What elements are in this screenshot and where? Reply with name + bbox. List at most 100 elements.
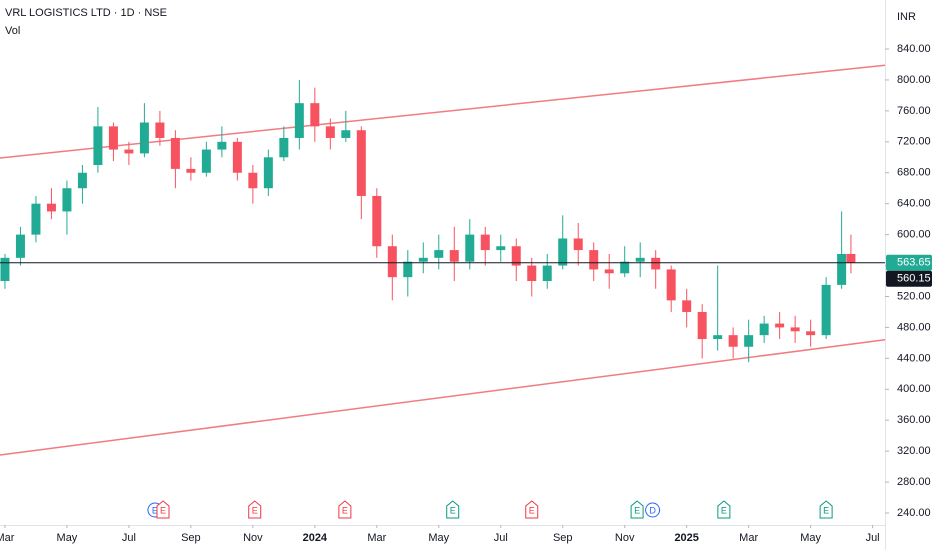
trend-line: [0, 64, 886, 159]
y-tick-label: 240.00: [897, 507, 931, 519]
candle-body: [573, 238, 583, 251]
event-marker: [630, 500, 644, 519]
candle-body: [713, 335, 723, 340]
candle-body: [0, 257, 10, 282]
y-tick-label: 280.00: [897, 476, 931, 488]
candle-body: [279, 137, 289, 158]
event-marker: [525, 500, 539, 519]
candle-body: [170, 137, 180, 169]
candle-body: [449, 250, 459, 262]
y-tick-label: 320.00: [897, 445, 931, 457]
price-badge: [886, 270, 932, 287]
price-badge-label: 560.15: [897, 273, 931, 285]
candle-body: [155, 122, 165, 138]
candle-body: [744, 335, 754, 347]
candle-body: [846, 253, 856, 263]
candle-body: [186, 168, 196, 173]
price-badge: [886, 254, 932, 271]
chart-title: VRL LOGISTICS LTD · 1D · NSE: [5, 7, 167, 19]
candle-body: [434, 250, 444, 258]
currency-label: INR: [897, 11, 916, 23]
y-tick-label: 480.00: [897, 321, 931, 333]
candle-body: [93, 126, 103, 166]
candle-body: [139, 122, 149, 154]
candle-body: [341, 130, 351, 138]
x-tick-label: 2025: [674, 532, 698, 544]
candle-body: [77, 172, 87, 189]
candle-body: [232, 141, 242, 173]
candle-body: [418, 257, 428, 262]
candle-body: [480, 234, 490, 251]
x-tick-label: May: [428, 532, 449, 544]
x-tick-label: Mar: [367, 532, 386, 544]
candle-body: [325, 126, 335, 138]
y-tick-label: 640.00: [897, 198, 931, 210]
y-tick-label: 720.00: [897, 136, 931, 148]
candle-body: [201, 149, 211, 173]
event-label: E: [823, 505, 829, 515]
candle-body: [604, 269, 614, 274]
x-tick-label: Jul: [866, 532, 880, 544]
candle-body: [356, 130, 366, 196]
candle-body: [527, 265, 537, 282]
candle-body: [511, 246, 521, 266]
candle-body: [294, 103, 304, 138]
candle-body: [465, 234, 475, 262]
event-label: E: [450, 505, 456, 515]
x-tick-label: Sep: [181, 532, 201, 544]
candle-body: [124, 149, 134, 154]
x-tick-label: Mar: [739, 532, 758, 544]
event-marker: [156, 500, 170, 519]
y-tick-label: 520.00: [897, 290, 931, 302]
candle-body: [837, 253, 847, 285]
candle-body: [635, 257, 645, 262]
candle-body: [372, 195, 382, 247]
x-tick-label: 2024: [303, 532, 328, 544]
event-label: E: [721, 505, 727, 515]
candle-body: [542, 265, 552, 282]
candle-body: [15, 234, 25, 258]
candle-body: [217, 141, 227, 150]
y-tick-label: 680.00: [897, 167, 931, 179]
candle-body: [666, 269, 676, 301]
candle-body: [558, 238, 568, 266]
event-label: D: [649, 505, 656, 515]
trend-line: [0, 339, 886, 456]
event-marker: [446, 500, 460, 519]
y-tick-label: 440.00: [897, 352, 931, 364]
x-tick-label: Jul: [494, 532, 508, 544]
event-label: E: [529, 505, 535, 515]
candle-body: [248, 172, 258, 189]
candle-body: [62, 188, 72, 212]
candle-body: [108, 126, 118, 150]
event-label: E: [634, 505, 640, 515]
candle-body: [790, 327, 800, 332]
y-tick-label: 800.00: [897, 74, 931, 86]
candle-body: [821, 284, 831, 336]
event-marker: [819, 500, 833, 519]
candle-body: [620, 261, 630, 274]
x-tick-label: Jul: [122, 532, 136, 544]
event-marker: [717, 500, 731, 519]
candle-body: [759, 323, 769, 336]
candle-body: [728, 335, 738, 347]
x-tick-label: Nov: [243, 532, 263, 544]
candle-body: [263, 157, 273, 189]
y-tick-label: 360.00: [897, 414, 931, 426]
candle-body: [697, 311, 707, 340]
candle-body: [387, 246, 397, 278]
y-tick-label: 400.00: [897, 383, 931, 395]
event-label: E: [342, 505, 348, 515]
x-tick-label: May: [57, 532, 78, 544]
x-tick-label: Mar: [0, 532, 15, 544]
candle-body: [46, 203, 56, 212]
candle-body: [589, 250, 599, 270]
candle-body: [806, 331, 816, 336]
candle-body: [496, 246, 506, 251]
y-tick-label: 760.00: [897, 105, 931, 117]
candle-body: [310, 103, 320, 127]
x-tick-label: Nov: [615, 532, 635, 544]
y-tick-label: 600.00: [897, 229, 931, 241]
event-label: E: [160, 505, 166, 515]
